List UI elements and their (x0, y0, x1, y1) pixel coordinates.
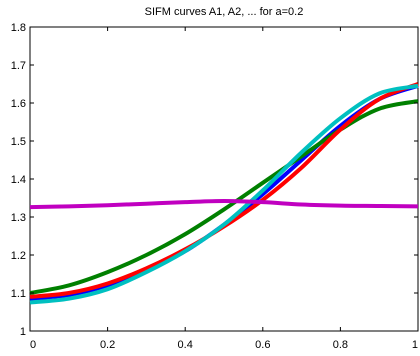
y-tick-label: 1.7 (11, 60, 26, 72)
y-tick-label: 1.5 (11, 136, 26, 148)
x-tick-label: 0.8 (333, 339, 348, 351)
plot-frame (29, 26, 419, 332)
y-tick-label: 1.1 (11, 288, 26, 300)
y-tick-label: 1 (20, 326, 26, 338)
y-tick-label: 1.2 (11, 250, 26, 262)
x-tick-label: 1 (412, 339, 418, 351)
y-tick-label: 1.6 (11, 98, 26, 110)
y-axis: 1 1.1 1.2 1.3 1.4 1.5 1.6 1.7 1.8 (11, 22, 418, 338)
series-line-2 (29, 99, 419, 295)
y-tick-label: 1.3 (11, 212, 26, 224)
x-tick-label: 0.4 (178, 339, 193, 351)
series-line-4 (29, 83, 419, 305)
y-tick-label: 1.4 (11, 174, 26, 186)
x-tick-label: 0 (30, 339, 36, 351)
y-tick-label: 1.8 (11, 22, 26, 34)
x-tick-label: 0.2 (100, 339, 115, 351)
series-layer (29, 82, 419, 305)
x-axis: 0 0.2 0.4 0.6 0.8 1 (29, 27, 419, 351)
series-line-5 (29, 199, 419, 210)
x-tick-label: 0.6 (255, 339, 270, 351)
chart-title: SIFM curves A1, A2, ... for a=0.2 (145, 6, 304, 18)
